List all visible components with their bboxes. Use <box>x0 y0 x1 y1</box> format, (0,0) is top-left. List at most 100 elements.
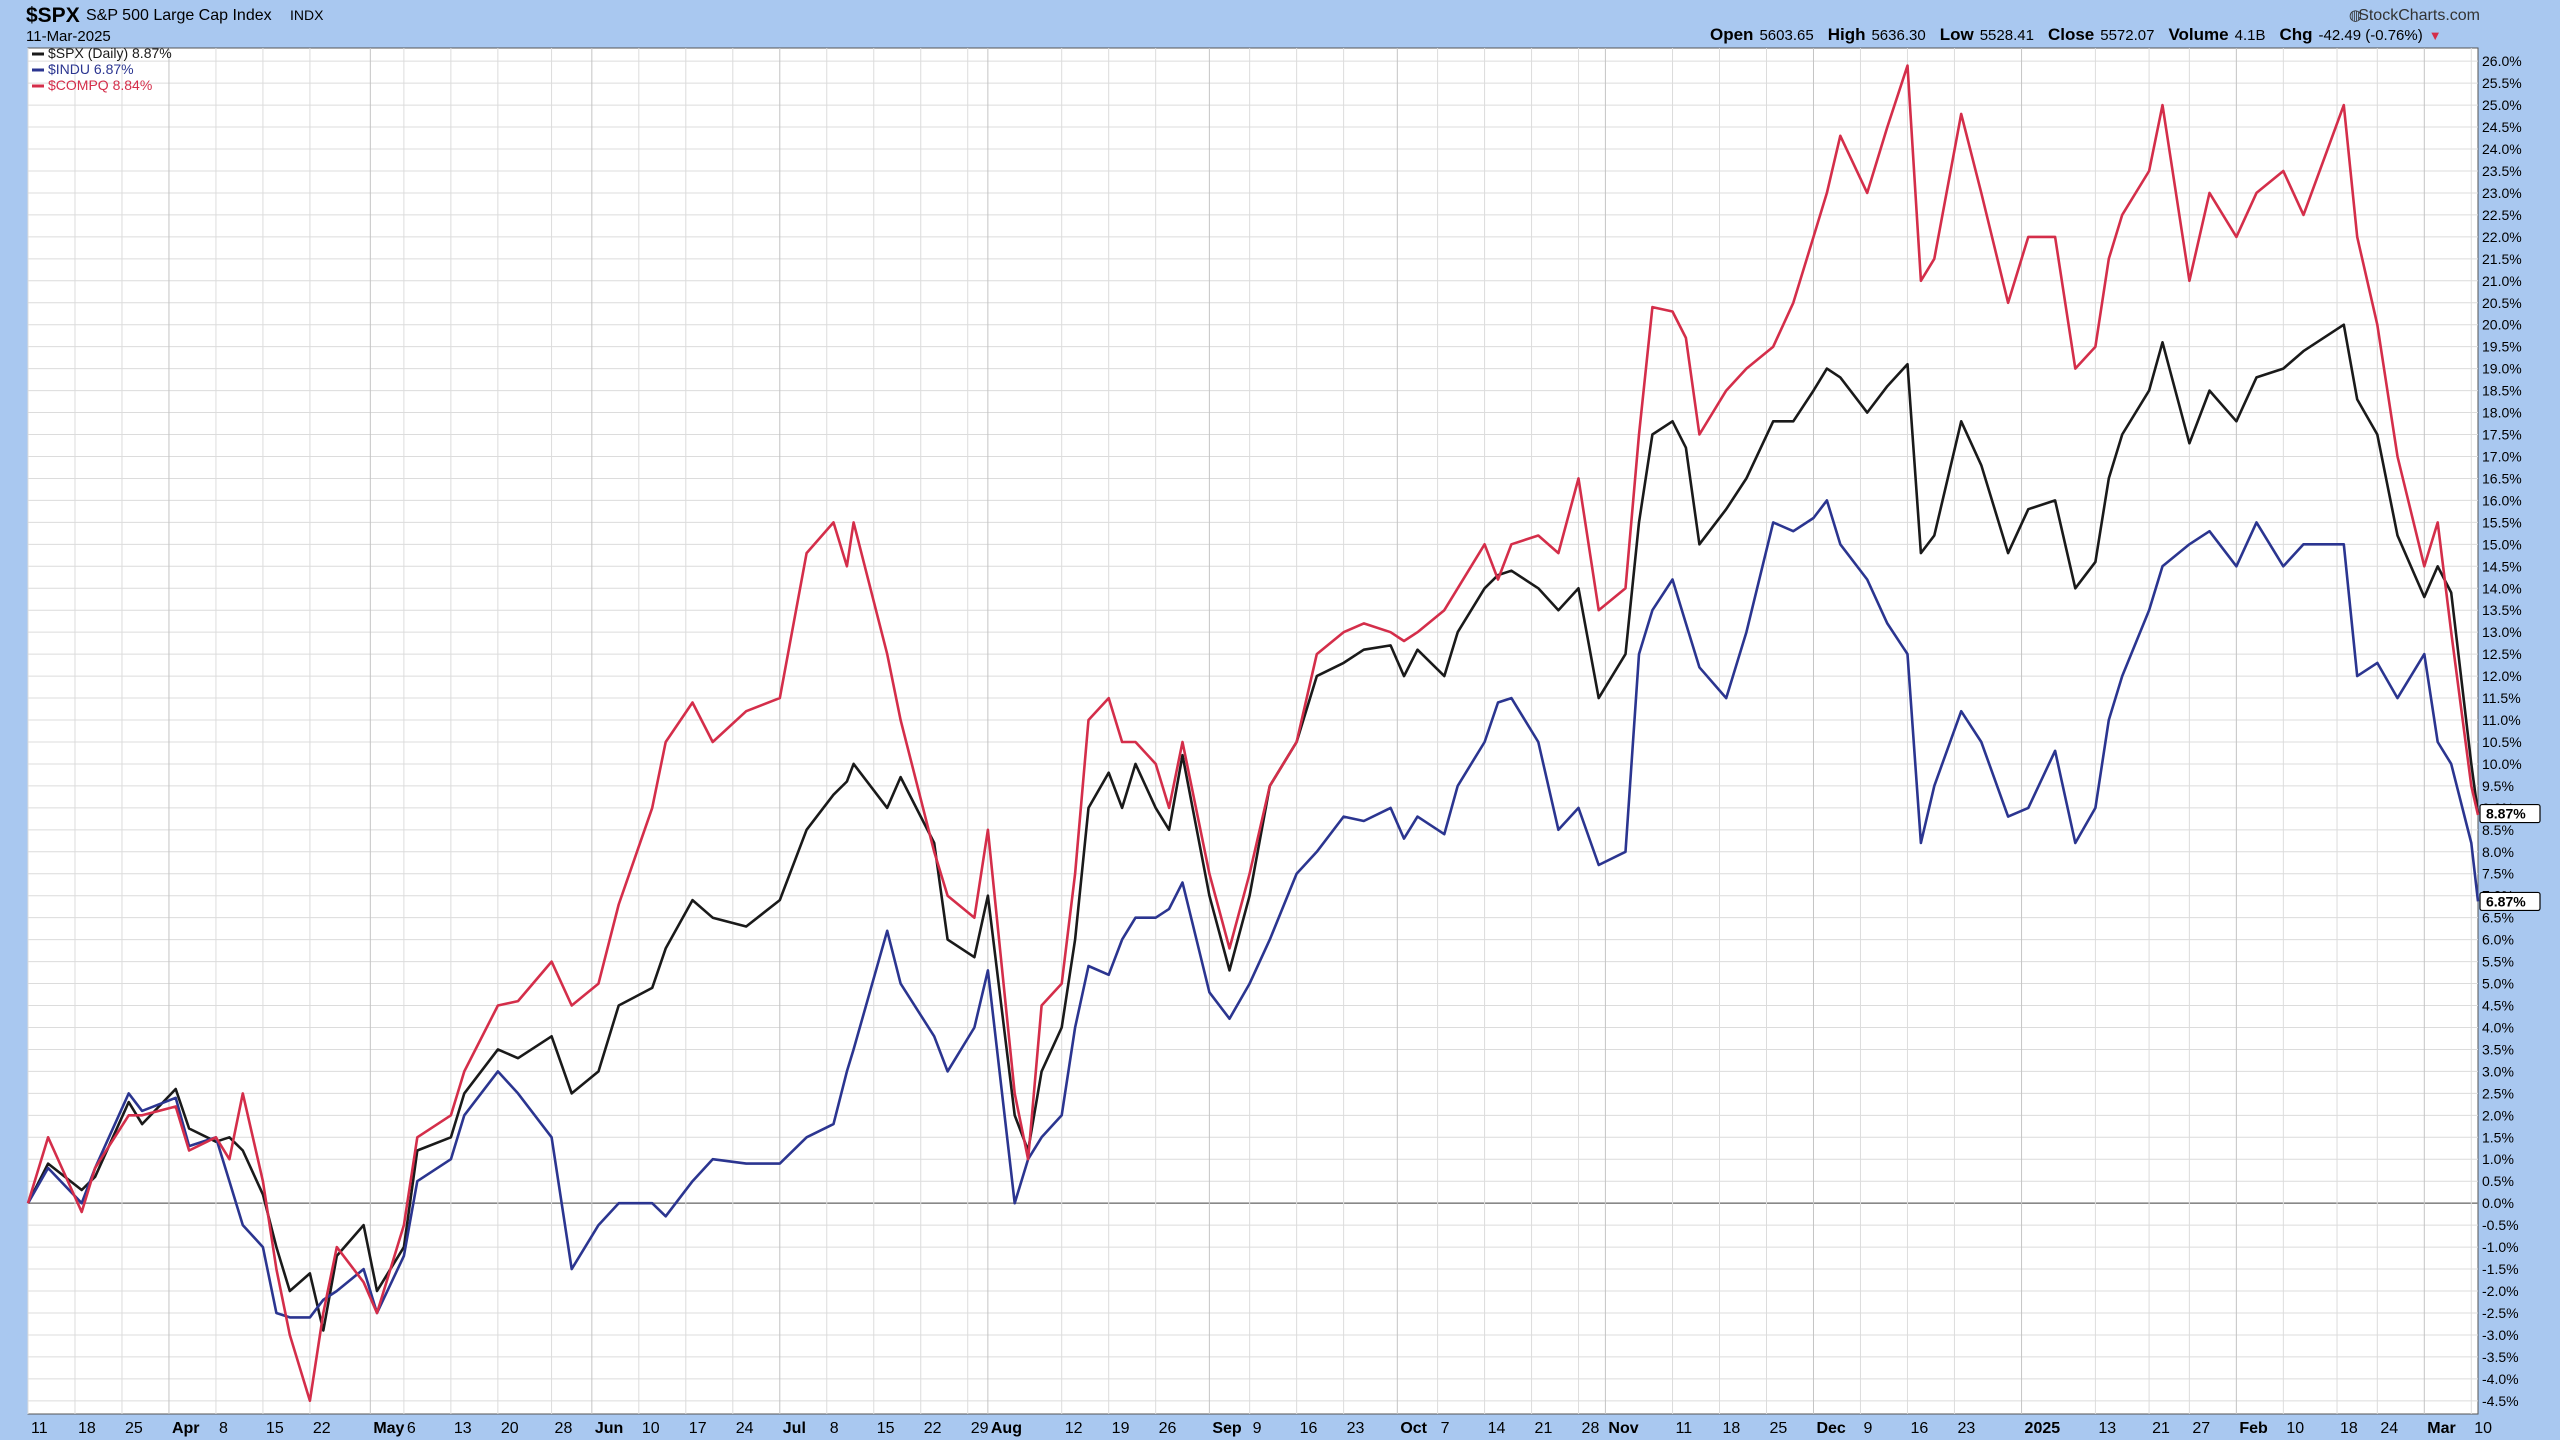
x-tick-label: 16 <box>1300 1420 1318 1437</box>
y-tick-label: 3.0% <box>2482 1063 2514 1079</box>
x-tick-label: 10 <box>2286 1420 2304 1437</box>
x-tick-label: 21 <box>1535 1420 1553 1437</box>
x-tick-label: 6 <box>407 1420 416 1437</box>
y-tick-label: 17.0% <box>2482 448 2522 464</box>
y-tick-label: -3.5% <box>2482 1349 2519 1365</box>
y-tick-label: 18.5% <box>2482 383 2522 399</box>
quote-value: 5636.30 <box>1871 27 1925 44</box>
x-tick-label: Jul <box>783 1420 806 1437</box>
y-tick-label: -3.0% <box>2482 1327 2519 1343</box>
x-tick-label: 22 <box>924 1420 942 1437</box>
y-tick-label: 5.5% <box>2482 954 2514 970</box>
y-tick-label: -4.5% <box>2482 1393 2519 1409</box>
y-tick-label: 12.0% <box>2482 668 2522 684</box>
brand-logo: StockCharts.com <box>2358 7 2480 24</box>
x-tick-label: 29 <box>971 1420 989 1437</box>
legend-entry: $INDU 6.87% <box>48 61 134 77</box>
x-tick-label: 26 <box>1159 1420 1177 1437</box>
x-tick-label: 12 <box>1065 1420 1083 1437</box>
legend-entry: $COMPQ 8.84% <box>48 77 152 93</box>
quote-label: Close <box>2048 25 2094 44</box>
y-tick-label: 5.0% <box>2482 976 2514 992</box>
x-tick-label: 21 <box>2152 1420 2170 1437</box>
series-lines <box>26 64 2480 1403</box>
x-tick-label: 19 <box>1112 1420 1130 1437</box>
index-name: S&P 500 Large Cap Index <box>86 7 272 24</box>
x-tick-label: 24 <box>736 1420 754 1437</box>
x-tick-label: 8 <box>219 1420 228 1437</box>
y-tick-label: 11.0% <box>2482 712 2521 728</box>
y-tick-label: 23.5% <box>2482 163 2522 179</box>
brand-globe-icon: ◍ <box>2349 7 2362 24</box>
x-tick-label: 23 <box>1347 1420 1365 1437</box>
y-tick-label: 2.0% <box>2482 1107 2514 1123</box>
x-tick-label: Apr <box>172 1420 200 1437</box>
y-tick-label: 2.5% <box>2482 1085 2514 1101</box>
quote-line: Open 5603.65 High 5636.30 Low 5528.41 Close 557… <box>1710 25 2442 44</box>
quote-label: Volume <box>2168 25 2228 44</box>
y-tick-label: 16.0% <box>2482 492 2522 508</box>
y-tick-label: 13.5% <box>2482 602 2522 618</box>
x-tick-label: 2025 <box>2025 1420 2061 1437</box>
y-tick-label: 6.0% <box>2482 932 2514 948</box>
x-tick-label: 18 <box>1723 1420 1741 1437</box>
down-arrow-icon: ▼ <box>2429 28 2442 43</box>
svg-text:8.87%: 8.87% <box>2486 806 2526 822</box>
axes: 26.0% 25.5% 25.0% 24.5% 24.0% 23.5% 23.0% 22.5%… <box>31 53 2541 1437</box>
y-tick-label: 6.5% <box>2482 910 2514 926</box>
x-tick-label: Jun <box>595 1420 623 1437</box>
y-tick-label: 8.5% <box>2482 822 2514 838</box>
x-tick-label: 18 <box>78 1420 96 1437</box>
y-tick-label: 13.0% <box>2482 624 2522 640</box>
quote-label: Open <box>1710 25 1753 44</box>
symbol-title: $SPX <box>26 4 80 27</box>
quote-value: 5572.07 <box>2100 27 2154 44</box>
y-tick-label: 4.5% <box>2482 998 2514 1014</box>
x-tick-label: 24 <box>2380 1420 2398 1437</box>
y-tick-label: 4.0% <box>2482 1019 2514 1035</box>
y-tick-label: 18.0% <box>2482 405 2522 421</box>
quote-label: High <box>1828 25 1866 44</box>
y-tick-label: 19.5% <box>2482 339 2522 355</box>
y-tick-label: 7.5% <box>2482 866 2514 882</box>
y-tick-label: 19.0% <box>2482 361 2522 377</box>
quote-value: 4.1B <box>2235 27 2266 44</box>
y-tick-label: 1.5% <box>2482 1129 2514 1145</box>
x-tick-label: 11 <box>1676 1420 1693 1437</box>
x-tick-label: 10 <box>2474 1420 2492 1437</box>
legend: $SPX (Daily) 8.87%$INDU 6.87%$COMPQ 8.84… <box>32 45 172 93</box>
quote-value: 5528.41 <box>1980 27 2034 44</box>
x-tick-label: 25 <box>1769 1420 1787 1437</box>
x-tick-label: 13 <box>454 1420 472 1437</box>
x-tick-label: 25 <box>125 1420 143 1437</box>
y-tick-label: 8.0% <box>2482 844 2514 860</box>
last-value-tag: 6.87% <box>2479 891 2541 912</box>
indu-series-line <box>26 499 2480 1319</box>
y-tick-label: -2.0% <box>2482 1283 2519 1299</box>
gridlines <box>27 48 2478 1414</box>
plot-area <box>27 47 2479 1415</box>
y-tick-label: 21.5% <box>2482 251 2522 267</box>
y-tick-label: 17.5% <box>2482 427 2522 443</box>
y-tick-label: 15.5% <box>2482 514 2522 530</box>
legend-entry: $SPX (Daily) 8.87% <box>48 45 172 61</box>
x-tick-label: Oct <box>1400 1420 1427 1437</box>
x-tick-label: 9 <box>1253 1420 1262 1437</box>
y-tick-label: 20.5% <box>2482 295 2522 311</box>
y-tick-label: 0.0% <box>2482 1195 2514 1211</box>
y-tick-label: 20.0% <box>2482 317 2522 333</box>
y-tick-label: 22.5% <box>2482 207 2522 223</box>
svg-text:6.87%: 6.87% <box>2486 893 2526 909</box>
y-tick-label: 22.0% <box>2482 229 2522 245</box>
x-tick-label: 11 <box>31 1420 48 1437</box>
y-tick-label: 14.0% <box>2482 580 2522 596</box>
y-tick-label: 15.0% <box>2482 536 2522 552</box>
x-tick-label: 23 <box>1957 1420 1975 1437</box>
x-tick-label: 7 <box>1441 1420 1450 1437</box>
x-tick-label: Dec <box>1816 1420 1845 1437</box>
y-tick-label: -2.5% <box>2482 1305 2519 1321</box>
x-tick-label: 28 <box>1582 1420 1600 1437</box>
y-tick-label: 24.0% <box>2482 141 2522 157</box>
x-tick-label: 15 <box>877 1420 895 1437</box>
